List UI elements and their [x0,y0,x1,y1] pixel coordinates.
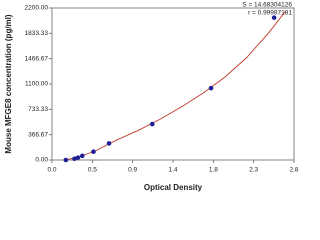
y-tick-label: 2200.00 [25,5,49,12]
y-tick-label: 366.67 [28,131,48,138]
x-axis-title: Optical Density [144,183,203,192]
data-point [75,155,81,160]
data-point [63,157,69,163]
data-point [91,149,96,155]
annotation: S = 14.68304126 [242,2,292,9]
y-tick-label: 1466.67 [25,55,49,62]
y-tick-label: 1100.00 [25,81,48,88]
data-point [106,141,112,146]
data-point [72,156,77,162]
chart: S = 14.68304126 r = 0.99987181 Optical D… [4,2,299,192]
x-tick-label: 2.3 [249,167,258,174]
data-point [79,153,85,159]
annotation: r = 0.99987181 [248,10,292,17]
x-tick-label: 0.5 [88,167,97,174]
data-point [149,121,155,127]
x-tick-label: 2.8 [289,167,298,174]
plot-frame [51,7,295,161]
x-tick-label: 0.9 [128,167,137,174]
y-tick-label: 1833.33 [25,30,49,37]
y-tick-label: 733.33 [28,106,48,113]
page: S = 14.68304126 r = 0.99987181 Optical D… [4,1,299,193]
x-tick-label: 1.8 [209,167,218,174]
y-axis-title: Mouse MFGE8 concentration (pg/ml) [4,14,13,153]
y-tick-label: 0.00 [35,157,48,164]
x-tick-label: 0.0 [47,167,56,174]
data-point [271,15,277,20]
x-tick-label: 1.4 [168,167,177,174]
data-point [208,85,214,91]
